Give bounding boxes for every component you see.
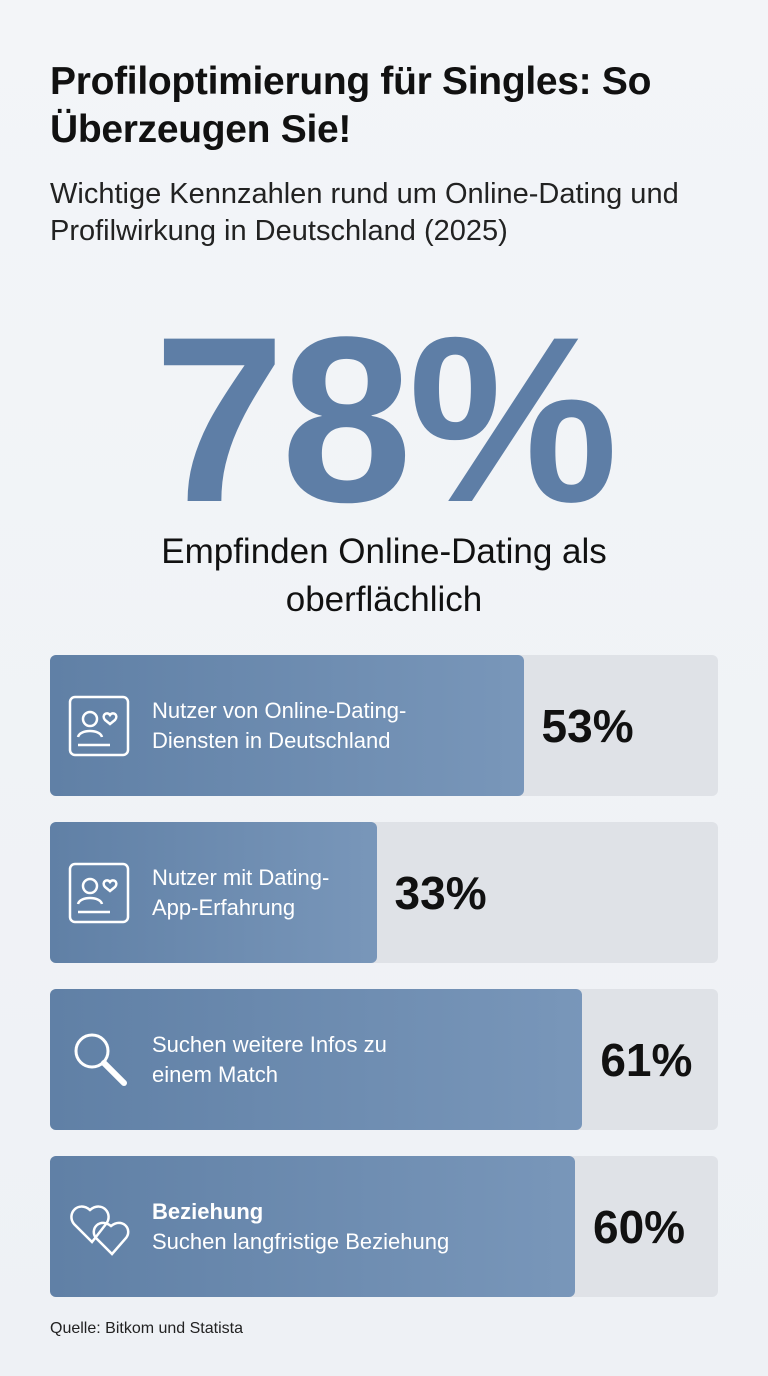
bar-label: Beziehung Suchen langfristige Beziehung xyxy=(152,1156,449,1297)
subtitle: Wichtige Kennzahlen rund um Online-Datin… xyxy=(50,178,679,247)
bar-track: Suchen weitere Infos zu einem Match 61% xyxy=(50,989,718,1130)
icon-graphic xyxy=(68,695,130,757)
icon-graphic xyxy=(68,862,130,924)
icon xyxy=(66,693,132,764)
value-label: 53% xyxy=(541,699,634,752)
hero-value: 78% xyxy=(153,288,618,552)
icon xyxy=(66,860,132,931)
icon xyxy=(66,1194,138,1265)
bar: Nutzer mit Dating- App-Erfahrung xyxy=(50,822,377,963)
bar-label-line: Nutzer mit Dating- xyxy=(152,864,330,890)
bar-track: Nutzer mit Dating- App-Erfahrung 33% xyxy=(50,822,718,963)
bar-track: Nutzer von Online-Dating- Diensten in Deu… xyxy=(50,655,718,796)
icon xyxy=(66,1027,132,1098)
bar-label-line: Suchen langfristige Beziehung xyxy=(152,1228,450,1254)
bar-label-line: Diensten in Deutschland xyxy=(152,727,391,753)
source: Quelle: Bitkom und Statista xyxy=(50,1320,243,1337)
icon-graphic xyxy=(74,1033,127,1086)
bar-label: Nutzer von Online-Dating- Diensten in Deu… xyxy=(152,655,406,796)
bar-label: Suchen weitere Infos zu einem Match xyxy=(152,989,387,1130)
bar-label-line: einem Match xyxy=(152,1061,278,1087)
bar-track: Beziehung Suchen langfristige Beziehung 60… xyxy=(50,1156,718,1297)
bar-label-line: Nutzer von Online-Dating- xyxy=(152,697,407,723)
bar-label-line: App-Erfahrung xyxy=(152,894,296,920)
value-label: 60% xyxy=(593,1200,686,1253)
bar: Beziehung Suchen langfristige Beziehung xyxy=(50,1156,575,1297)
hero-caption: Empfinden Online-Dating als oberflächlic… xyxy=(161,532,607,619)
bar: Suchen weitere Infos zu einem Match xyxy=(50,989,583,1130)
icon-graphic xyxy=(70,1205,130,1256)
bar-label-line: Suchen weitere Infos zu xyxy=(152,1031,387,1057)
value-label: 61% xyxy=(600,1033,693,1086)
bar-label: Nutzer mit Dating- App-Erfahrung xyxy=(152,822,329,963)
bar-heading: Beziehung xyxy=(152,1198,264,1224)
bar: Nutzer von Online-Dating- Diensten in Deu… xyxy=(50,655,524,796)
title: Profiloptimierung für Singles: So Überze… xyxy=(50,60,652,151)
value-label: 33% xyxy=(394,866,487,919)
